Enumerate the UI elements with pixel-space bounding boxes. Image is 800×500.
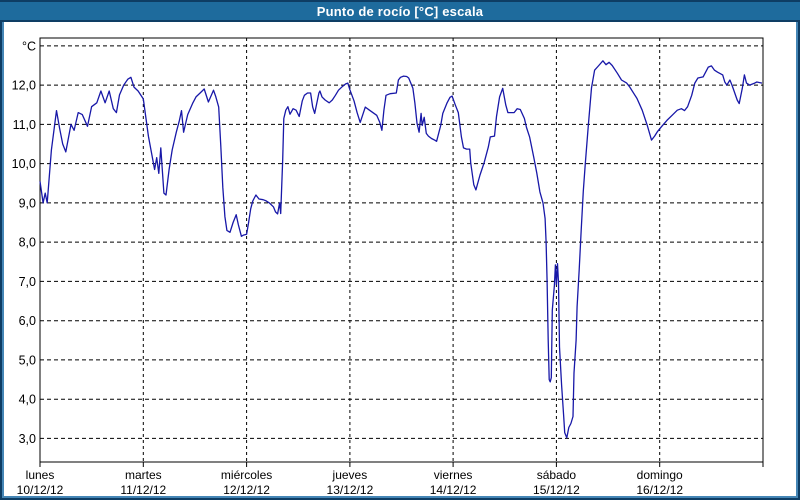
- x-date-label: 15/12/12: [533, 483, 580, 497]
- x-day-label: martes: [125, 468, 162, 482]
- y-tick-label: 4,0: [19, 393, 36, 407]
- x-day-label: jueves: [332, 468, 368, 482]
- y-tick-label: 5,0: [19, 353, 36, 367]
- y-axis-unit-label: °C: [22, 39, 36, 53]
- x-day-label: sábado: [537, 468, 577, 482]
- x-day-label: miércoles: [221, 468, 272, 482]
- x-day-label: domingo: [637, 468, 683, 482]
- plot-frame: [39, 37, 764, 463]
- x-day-label: viernes: [434, 468, 473, 482]
- x-date-label: 16/12/12: [636, 483, 683, 497]
- x-day-label: lunes: [26, 468, 55, 482]
- y-tick-label: 8,0: [19, 236, 36, 250]
- y-tick-label: 6,0: [19, 314, 36, 328]
- chart-title: Punto de rocío [°C] escala: [316, 3, 484, 19]
- x-date-label: 11/12/12: [120, 483, 166, 497]
- x-date-label: 14/12/12: [430, 483, 477, 497]
- dewpoint-line: [39, 60, 763, 439]
- x-date-label: 12/12/12: [223, 483, 270, 497]
- x-date-label: 10/12/12: [17, 483, 64, 497]
- y-tick-label: 10,0: [12, 157, 36, 171]
- x-date-label: 13/12/12: [327, 483, 374, 497]
- y-tick-label: 12,0: [12, 79, 36, 93]
- window-border: [0, 22, 800, 500]
- title-bar: Punto de rocío [°C] escala: [0, 0, 800, 22]
- window-inner-border: [2, 22, 798, 498]
- y-tick-label: 3,0: [19, 432, 36, 446]
- y-tick-label: 11,0: [13, 118, 36, 132]
- y-tick-label: 9,0: [19, 196, 36, 210]
- y-tick-label: 7,0: [19, 275, 36, 289]
